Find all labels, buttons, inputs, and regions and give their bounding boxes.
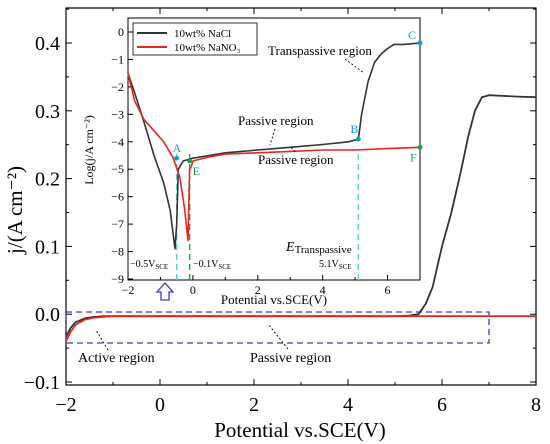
inset-y-tick-label: −3: [111, 107, 124, 121]
legend-box: [132, 22, 258, 56]
inset-point-F: [417, 144, 423, 150]
inset-vline-label: 5.1VSCE: [319, 259, 352, 271]
highlight-box: [65, 311, 490, 344]
inset-chart: −2 0 2 4 6 0 −1 −2 −3 −4 −5 −6 −7 −8 −9 Potential vs.SC…: [82, 17, 423, 307]
inset-annotation-passive-2: Passive region: [258, 152, 334, 167]
inset-etranspassive-label: ETranspassive: [285, 240, 352, 256]
inset-y-tick-label: −8: [111, 245, 124, 259]
inset-x-tick-label: 2: [255, 283, 261, 297]
inset-passive-pointer-1: [269, 128, 276, 146]
inset-y-tick-label: −7: [111, 217, 124, 231]
y-tick-label: 0.3: [35, 101, 60, 123]
y-tick-label: −0.1: [24, 372, 60, 394]
inset-point-label-E: E: [193, 164, 200, 178]
inset-passive-pointer-2: [289, 145, 296, 153]
x-tick-label: 6: [437, 394, 447, 416]
inset-x-tick-label: 0: [190, 283, 196, 297]
main-chart: −2 0 2 4 6 8 −0.1 0.0 0.1 0.2 0.3 0.4 Potential vs.S…: [3, 7, 541, 442]
inset-point-C: [417, 40, 423, 46]
y-tick-label: 0.2: [35, 169, 60, 191]
inset-y-tick-label: 0: [118, 25, 124, 39]
inset-point-E: [187, 158, 193, 164]
inset-y-tick-label: −4: [111, 135, 124, 149]
inset-point-label-B: B: [350, 122, 358, 136]
inset-y-tick-label: −5: [111, 162, 124, 176]
inset-vline-label: −0.1VSCE: [193, 259, 231, 271]
inset-annotation-passive-1: Passive region: [238, 113, 314, 128]
inset-x-tick-label: 6: [385, 283, 391, 297]
annotation-active-pointer: [95, 329, 109, 351]
inset-legend: 10wt% NaCl 10wt% NaNO₃: [132, 22, 258, 56]
zoom-arrow: [155, 282, 175, 301]
inset-y-tick-label: −2: [111, 80, 124, 94]
inset-annotation-transpassive: Transpassive region: [268, 43, 372, 58]
x-axis-label: Potential vs.SCE(V): [214, 418, 386, 442]
y-tick-label: 0.0: [35, 304, 60, 326]
x-tick-label: 4: [343, 394, 353, 416]
series-line-nano3: [65, 315, 536, 342]
inset-x-tick-label: 4: [320, 283, 326, 297]
inset-y-tick-label: −6: [111, 190, 124, 204]
inset-series-line-nacl: [127, 42, 421, 250]
x-tick-label: −2: [55, 394, 76, 416]
annotation-passive-region: Passive region: [250, 351, 331, 366]
legend-label: 10wt% NaNO₃: [174, 42, 241, 54]
inset-y-axis-label: Log(j/A cm⁻²): [82, 115, 96, 185]
inset-x-tick-label: −2: [122, 283, 135, 297]
y-tick-label: 0.1: [35, 236, 60, 258]
inset-point-label-F: F: [410, 150, 417, 164]
x-tick-label: 2: [249, 394, 259, 416]
inset-point-A: [174, 155, 180, 161]
inset-point-label-C: C: [408, 28, 416, 42]
inset-series-line-nano3: [127, 73, 421, 242]
inset-x-axis-label: Potential vs.SCE(V): [221, 292, 327, 307]
inset-y-tick-label: −9: [111, 272, 124, 286]
inset-y-tick-label: −1: [111, 52, 124, 66]
y-tick-label: 0.4: [35, 33, 60, 55]
inset-point-B: [355, 136, 361, 142]
legend-label: 10wt% NaCl: [174, 28, 231, 40]
annotation-passive-pointer: [267, 323, 289, 350]
x-tick-label: 0: [155, 394, 165, 416]
annotation-active-region: Active region: [78, 351, 155, 366]
x-tick-label: 8: [531, 394, 541, 416]
inset-vline-label: −0.5VSCE: [130, 259, 168, 271]
y-axis-label: j/(A cm⁻²): [3, 166, 27, 255]
inset-point-label-A: A: [173, 141, 182, 155]
